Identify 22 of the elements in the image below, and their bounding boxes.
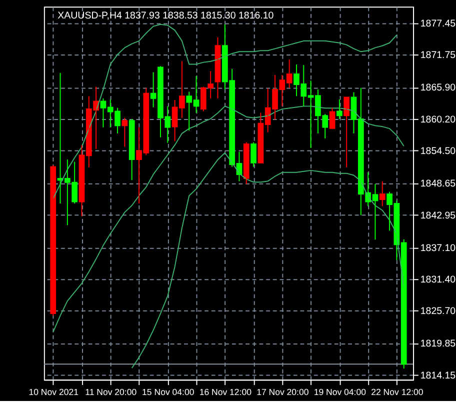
chart-title: XAUUSD-P,H4 1837.93 1838.53 1815.30 1816.10 [58,10,274,22]
x-tick-label: 11 Nov 20:00 [85,386,137,397]
line-series [52,24,398,200]
x-tick-label: 22 Nov 12:00 [371,386,424,397]
y-tick-label: 1819.85 [420,338,456,350]
y-tick-label: 1842.95 [420,210,456,222]
x-tick-label: 17 Nov 20:00 [256,386,309,397]
y-tick-label: 1854.50 [420,146,456,158]
y-tick-label: 1865.90 [420,82,456,94]
x-tick-label: 19 Nov 04:00 [314,386,366,397]
y-tick-label: 1871.75 [420,50,456,62]
y-tick-label: 1825.70 [420,306,456,318]
y-tick-label: 1848.65 [420,178,456,190]
y-tick-label: 1837.10 [420,242,456,254]
y-tick-label: 1877.45 [420,18,456,30]
y-tick-label: 1814.15 [420,370,456,382]
line-series [131,152,404,369]
x-tick-label: 10 Nov 2021 [28,386,79,397]
x-tick-label: 16 Nov 12:00 [199,386,252,397]
y-tick-label: 1860.20 [420,114,456,126]
y-tick-label: 1831.40 [420,274,456,286]
x-tick-label: 15 Nov 04:00 [142,386,194,397]
